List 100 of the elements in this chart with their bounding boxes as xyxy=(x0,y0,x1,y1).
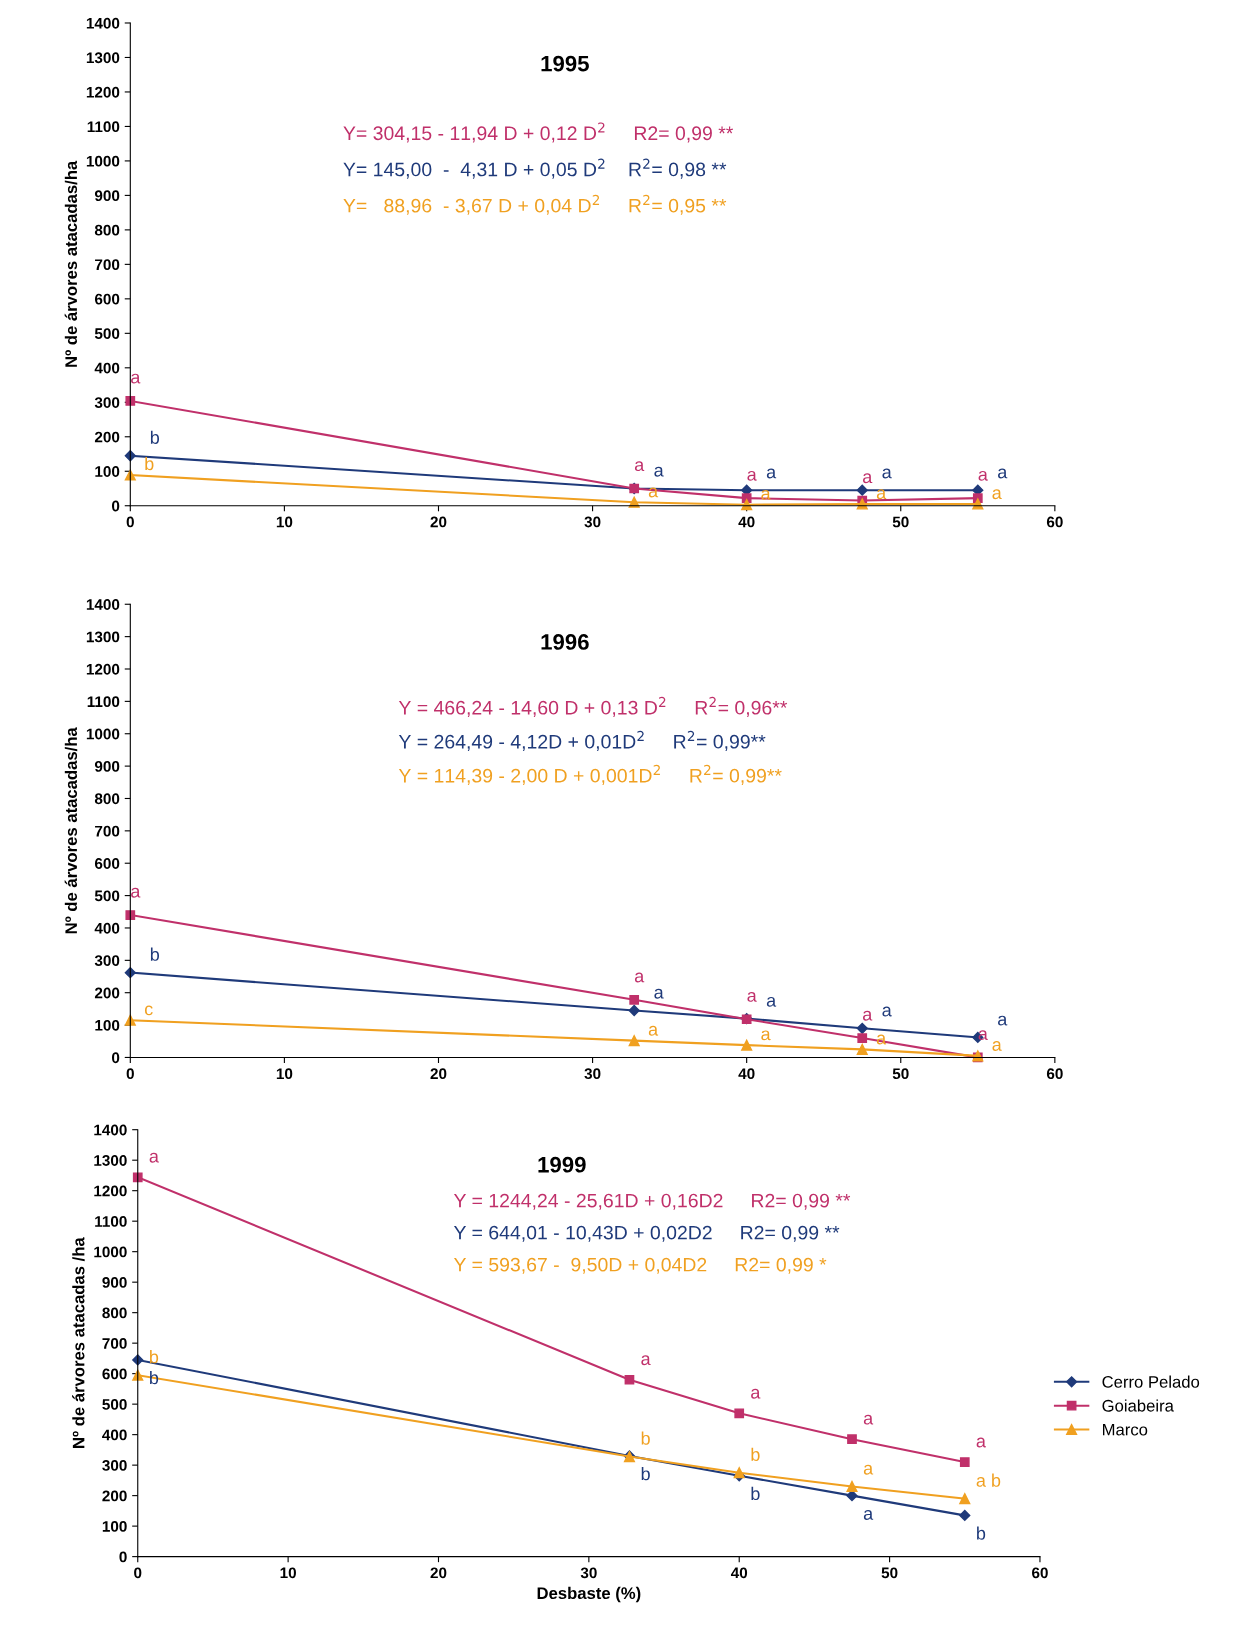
data-label: a xyxy=(978,470,988,481)
y-tick-label: 1200 xyxy=(86,663,120,675)
y-tick-label: 400 xyxy=(94,922,120,934)
y-tick-label: 1100 xyxy=(87,121,120,133)
x-tick-label: 10 xyxy=(276,516,293,528)
data-label: a xyxy=(634,972,645,983)
x-tick-label: 50 xyxy=(892,1068,909,1080)
y-tick-label: 1000 xyxy=(86,155,120,167)
y-tick-label: 400 xyxy=(94,362,120,374)
data-label: a xyxy=(747,470,757,481)
x-tick-label: 30 xyxy=(584,1068,601,1080)
text: 1996 xyxy=(541,634,589,650)
annotation: Y = 644,01 - 10,43D + 0,02D2 R2= 0,99 ** xyxy=(453,1225,840,1242)
y-tick-label: 1100 xyxy=(95,1216,127,1227)
y-tick-label: 1400 xyxy=(94,1124,127,1136)
y-tick-label: 900 xyxy=(102,1277,127,1288)
y-tick-label: 1400 xyxy=(86,17,120,29)
y-tick-label: 1300 xyxy=(86,52,120,64)
y-tick-label: 0 xyxy=(112,500,120,512)
text: Y= 145,00 - 4,31 D + 0,05 D$^{2}$ R$^{2}$= 0,98 ** xyxy=(343,158,727,179)
data-label: b xyxy=(150,1350,159,1364)
data-label: b xyxy=(751,1447,760,1461)
y-tick-label: 500 xyxy=(102,1399,127,1410)
y-tick-label: 700 xyxy=(95,259,120,271)
y-tick-label: 100 xyxy=(102,1520,127,1532)
x-tick-label: 60 xyxy=(1046,1068,1063,1080)
data-label: a xyxy=(761,489,771,500)
data-label: c xyxy=(144,1005,153,1016)
data-label: a xyxy=(131,373,141,384)
y-tick-label: 100 xyxy=(95,1019,120,1031)
data-label: a b xyxy=(976,1473,1001,1487)
data-label: a xyxy=(654,466,664,477)
x-tick-label: 30 xyxy=(584,516,601,528)
text: Y= 88,96 - 3,67 D + 0,04 D$^{2}$ R$^{2}$= 0,95 ** xyxy=(343,194,727,215)
text: 1995 xyxy=(541,55,589,72)
y-tick-label: 1200 xyxy=(86,86,120,98)
data-label: b xyxy=(751,1486,760,1501)
x-axis-title: Desbaste (%) xyxy=(537,1586,641,1603)
data-label: a xyxy=(751,1388,761,1399)
y-tick-label: 900 xyxy=(94,760,120,772)
legend-label: Cerro Pelado xyxy=(1102,1375,1200,1388)
data-label: a xyxy=(882,1006,892,1017)
x-tick-label: 0 xyxy=(134,1567,142,1579)
data-label: b xyxy=(641,1467,650,1481)
data-label: a xyxy=(863,1510,874,1520)
y-tick-label: 100 xyxy=(95,466,120,477)
data-label: a xyxy=(992,1041,1002,1051)
y-tick-label: 300 xyxy=(94,397,120,408)
data-label: a xyxy=(634,461,645,472)
annotation: Y = 1244,24 - 25,61D + 0,16D2 R2= 0,99 ** xyxy=(453,1193,851,1210)
y-tick-label: 600 xyxy=(94,293,120,305)
text: Y = 466,24 - 14,60 D + 0,13 D$^{2}$ R$^{2}$= 0,96** xyxy=(398,696,788,717)
y-tick-label: 0 xyxy=(119,1551,127,1563)
y-tick-label: 600 xyxy=(102,1368,127,1380)
x-tick-label: 10 xyxy=(280,1567,296,1579)
y-tick-label: 0 xyxy=(112,1052,120,1064)
x-tick-label: 10 xyxy=(276,1068,293,1080)
data-label: b xyxy=(150,947,160,961)
data-label: a xyxy=(998,468,1008,479)
legend-label: Goiabeira xyxy=(1102,1399,1174,1412)
y-tick-label: 200 xyxy=(94,431,120,443)
x-tick-label: 50 xyxy=(892,516,909,528)
data-label: a xyxy=(863,1414,874,1425)
data-label: a xyxy=(766,468,777,479)
y-tick-label: 800 xyxy=(102,1307,127,1319)
y-tick-label: 300 xyxy=(94,955,120,967)
y-tick-label: 800 xyxy=(94,793,120,805)
x-tick-label: 40 xyxy=(730,1567,748,1579)
data-label: a xyxy=(641,1355,651,1366)
y-tick-label: 900 xyxy=(94,190,120,202)
y-tick-label: 1400 xyxy=(86,599,120,610)
y-axis-title: Nº de árvores atacadas/ha xyxy=(64,160,78,367)
data-label: b xyxy=(145,456,154,471)
y-tick-label: 800 xyxy=(94,224,120,236)
data-label: a xyxy=(654,988,664,999)
y-tick-label: 600 xyxy=(94,858,120,869)
text: Y = 114,39 - 2,00 D + 0,001D$^{2}$ R$^{2}$= 0,99** xyxy=(398,764,782,785)
y-tick-label: 200 xyxy=(102,1490,127,1502)
y-tick-label: 1300 xyxy=(86,631,120,643)
data-label: a xyxy=(761,1030,771,1041)
text: Y = 264,49 - 4,12D + 0,01D$^{2}$ R$^{2}$= 0,99** xyxy=(398,730,766,751)
x-tick-label: 30 xyxy=(580,1567,597,1579)
data-label: a xyxy=(149,1152,159,1163)
y-tick-label: 1300 xyxy=(94,1155,127,1166)
x-tick-label: 20 xyxy=(430,1567,447,1579)
data-label: a xyxy=(992,489,1002,500)
y-tick-label: 1000 xyxy=(94,1246,127,1258)
data-label: a xyxy=(747,991,757,1002)
annotation: Y = 593,67 - 9,50D + 0,04D2 R2= 0,99 * xyxy=(453,1257,827,1274)
y-tick-label: 700 xyxy=(95,825,120,837)
data-label: a xyxy=(648,1025,659,1036)
x-tick-label: 40 xyxy=(738,516,755,528)
data-label: a xyxy=(863,1464,874,1475)
data-label: a xyxy=(998,1015,1008,1026)
y-axis-title: Nº de árvores atacadas/ha xyxy=(64,727,78,934)
y-tick-label: 200 xyxy=(94,987,120,999)
data-label: a xyxy=(863,1010,873,1021)
y-tick-label: 300 xyxy=(102,1460,127,1471)
data-label: a xyxy=(976,1437,986,1448)
y-tick-label: 700 xyxy=(102,1338,127,1349)
